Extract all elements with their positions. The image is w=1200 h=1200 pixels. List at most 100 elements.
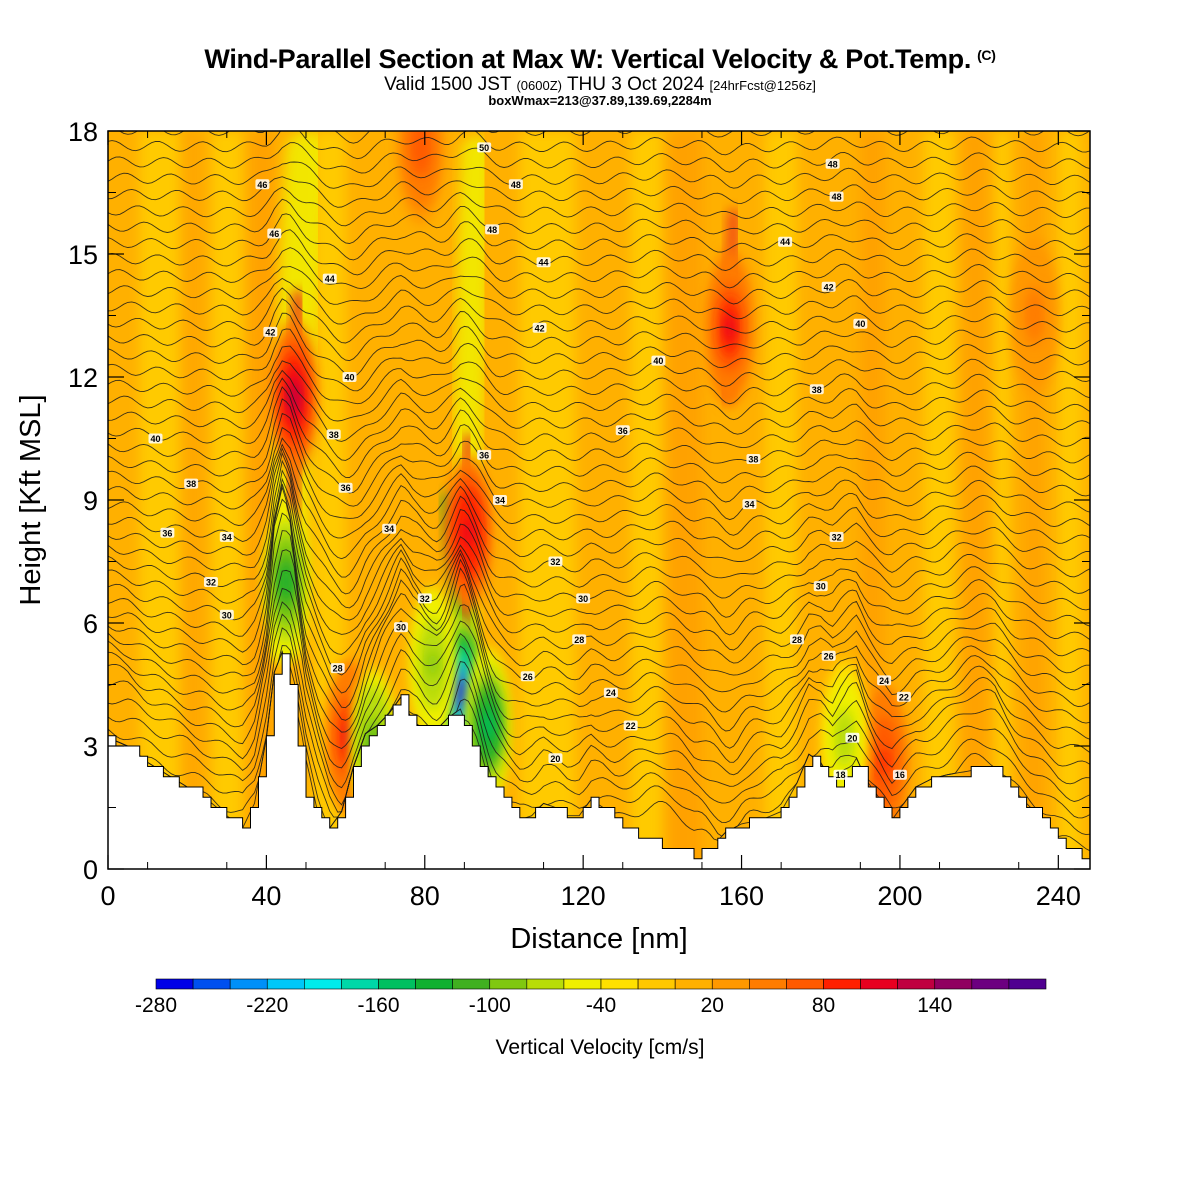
isentrope-line [108,512,1090,709]
isentrope-line [108,198,1090,244]
isentrope-line [108,328,1090,392]
contour-label-bg [322,273,337,284]
isentrope-line [108,569,1090,750]
box-info: boxWmax=213@37.89,139.69,2284m [488,93,712,108]
colorbar-swatch [526,978,565,990]
contour-label-text: 48 [487,225,497,235]
contour-label-bg [892,769,907,780]
contour-label-text: 36 [479,450,489,460]
contour-label-bg [789,634,804,645]
isentrope-line [108,627,1090,813]
field-weak-downdraft-band [765,131,797,869]
colorbar-swatch [229,978,268,990]
contour-label: 48 [825,158,840,169]
contour-label-text: 24 [879,676,889,686]
contour-label: 38 [746,454,761,465]
x-tick-label: 0 [100,881,115,911]
contour-label: 42 [821,281,836,292]
contour-label: 28 [789,634,804,645]
isentrope-line [108,587,1090,769]
isentrope-line [108,530,1090,721]
contour-label: 36 [338,482,353,493]
contour-label-bg [255,179,270,190]
contour-label-text: 38 [186,479,196,489]
isentrope-line [108,142,1090,174]
y-tick-label: 9 [83,486,98,516]
y-tick-label: 0 [83,855,98,885]
contour-label-bg [508,179,523,190]
forecast-tag: [24hrFcst@1256z] [709,78,816,93]
contour-label-text: 42 [265,327,275,337]
isentrope-line [108,386,1090,478]
isentrope-line [108,601,1090,789]
contour-label: 50 [477,142,492,153]
isentrope-line [108,613,1090,806]
contour-label: 30 [394,622,409,633]
contour-label: 36 [477,449,492,460]
field-weak-downdraft-band [139,131,180,869]
isentrope-line [108,186,1090,227]
contour-label: 34 [742,499,757,510]
colorbar-label: Vertical Velocity [cm/s] [495,1036,705,1059]
isentrope-line [108,94,1090,127]
contour-label-bg [548,753,563,764]
contour-label-bg [746,454,761,464]
contour-label-text: 30 [222,610,232,620]
isentrope-line [108,437,1090,539]
contour-label: 32 [829,531,844,542]
contour-label: 24 [603,687,618,698]
contour-label: 46 [267,228,282,239]
x-tick-label: 200 [877,881,922,911]
contour-label: 18 [833,769,848,780]
contour-label-text: 44 [539,258,549,268]
colorbar-swatch [489,978,528,990]
isentrope-line [108,469,1090,621]
colorbar-swatch [860,978,898,990]
contour-label: 44 [778,236,793,247]
contour-label: 40 [651,355,666,366]
colorbar-tick-label: -220 [246,994,288,1017]
contour-label-bg [267,228,282,239]
colorbar-tick-label: -280 [135,994,177,1017]
y-tick-label: 12 [68,363,98,393]
contour-label-bg [821,650,836,661]
contour-label: 30 [576,593,591,604]
contour-label: 32 [548,556,563,567]
isentrope-line [108,485,1090,676]
contour-label-text: 48 [511,180,521,190]
contour-label-bg [813,581,828,592]
contour-label-text: 26 [824,651,834,661]
contour-label: 30 [219,609,234,620]
contour-label-text: 28 [792,635,802,645]
colorbar-tick-label: 140 [917,994,952,1017]
contour-label-text: 34 [495,496,505,506]
contour-label-bg [342,372,357,382]
contour-label-text: 16 [895,770,905,780]
colorbar-swatch [934,978,973,990]
chart-subtitle: Valid 1500 JST (0600Z) THU 3 Oct 2024 [2… [0,74,1200,96]
contour-label: 36 [160,527,175,538]
downdraft-core [427,650,438,678]
contour-label: 30 [813,581,828,592]
colorbar-swatch [266,978,305,990]
contour-label-text: 36 [618,426,628,436]
contour-label: 32 [417,593,432,604]
contour-label-bg [338,482,353,493]
contour-label-text: 40 [855,319,865,329]
contour-label: 40 [148,433,163,444]
isentrope-line [108,443,1090,560]
colorbar-swatch [823,978,861,990]
valid-time-label: Valid 1500 JST [384,74,512,95]
contour-label-text: 30 [396,623,406,633]
field-weak-updraft-band [963,131,988,869]
contour-label: 44 [536,257,551,268]
isentrope-line [108,549,1090,733]
contour-label: 28 [572,634,587,645]
contour-label: 32 [203,577,218,588]
downdraft-core [483,711,494,740]
contour-label-bg [615,425,630,436]
colorbar-tick-label: -160 [357,994,399,1017]
y-axis-label: Height [Kft MSL] [15,394,47,605]
contour-label-bg [219,609,234,620]
terrain [107,653,1091,870]
